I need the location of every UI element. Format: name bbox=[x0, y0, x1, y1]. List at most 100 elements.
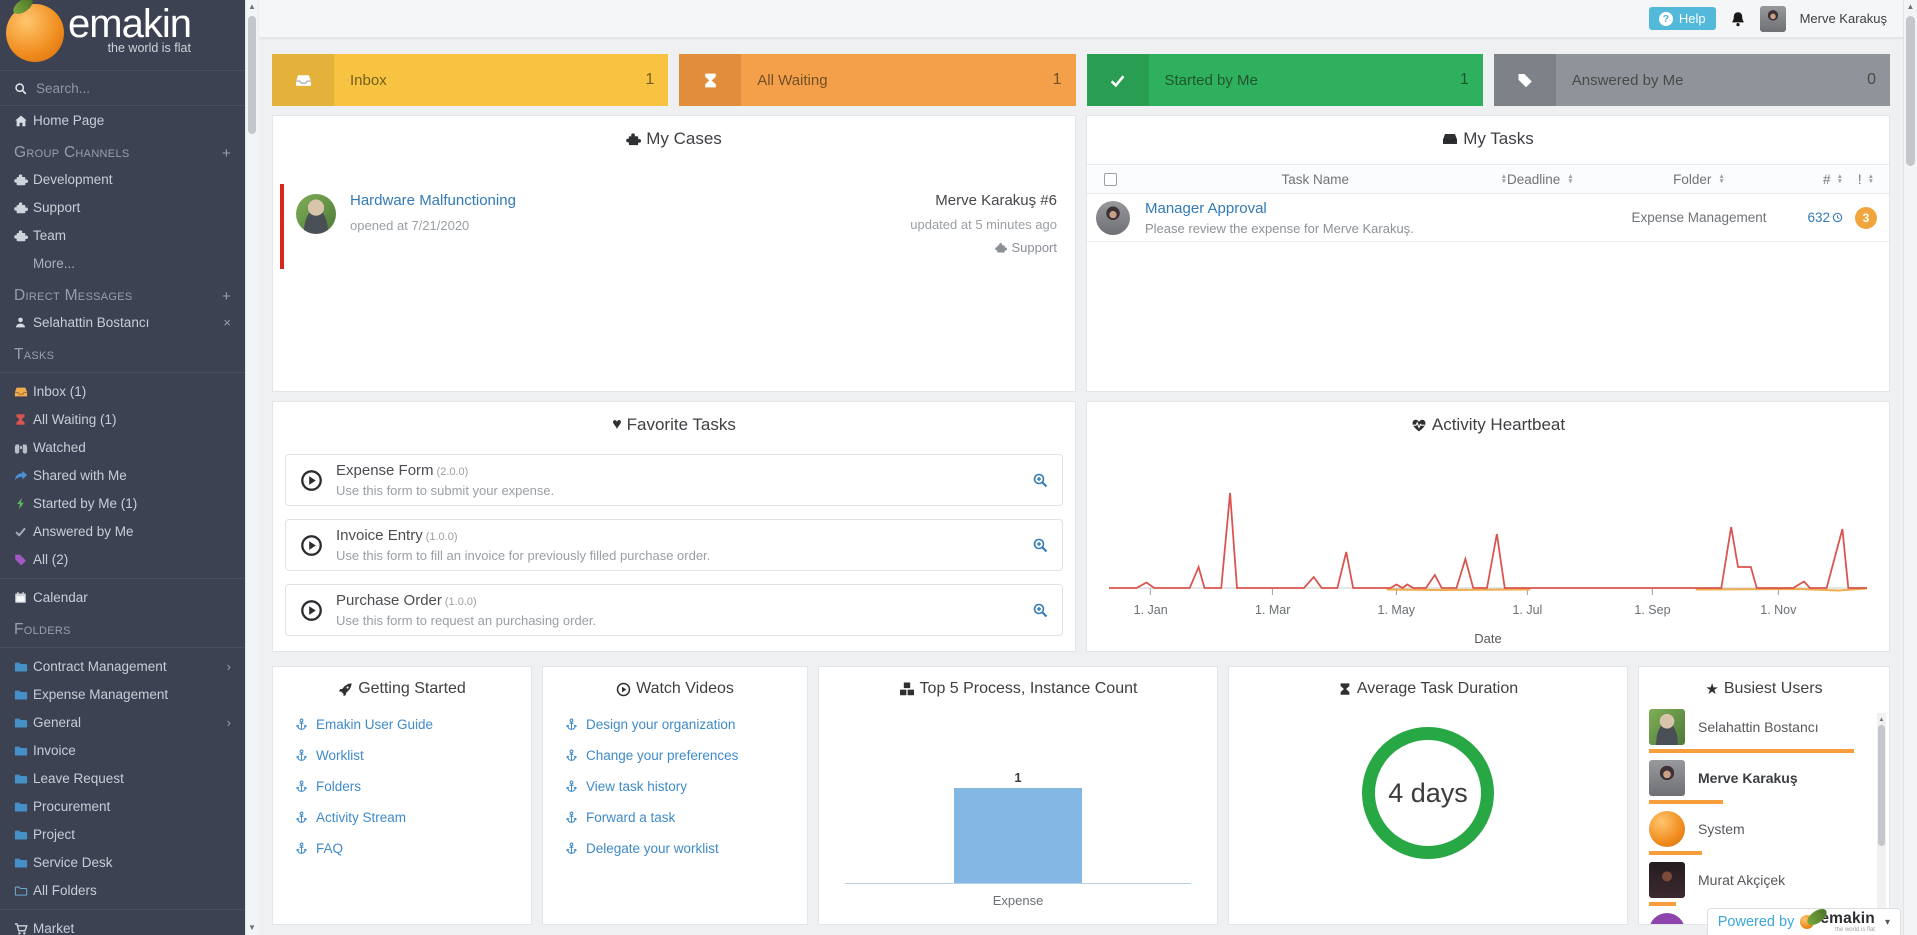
page-scrollbar[interactable]: ▲ bbox=[1903, 0, 1917, 935]
scroll-up-icon[interactable]: ▲ bbox=[1878, 717, 1885, 723]
help-button[interactable]: ? Help bbox=[1648, 7, 1716, 30]
search-input[interactable] bbox=[36, 80, 216, 96]
case-item[interactable]: Hardware Malfunctioning opened at 7/21/2… bbox=[280, 184, 1067, 269]
powered-by-badge[interactable]: Powered by emakin the world is flat ▾ bbox=[1706, 908, 1901, 935]
task-row[interactable]: Manager Approval Please review the expen… bbox=[1087, 194, 1889, 242]
sidebar-folder-contract-management[interactable]: Contract Management › bbox=[0, 653, 245, 680]
hourglass-icon bbox=[14, 413, 33, 426]
sidebar-item-development[interactable]: Development bbox=[0, 166, 245, 193]
user-avatar[interactable] bbox=[1759, 5, 1786, 32]
bar-category-label: Expense bbox=[992, 893, 1044, 908]
scroll-down-icon[interactable]: ▼ bbox=[248, 923, 256, 932]
sidebar-scrollbar-thumb[interactable] bbox=[248, 16, 256, 134]
close-icon[interactable]: × bbox=[223, 315, 231, 330]
link-view-task-history[interactable]: View task history bbox=[565, 779, 807, 794]
sidebar-folder-leave-request[interactable]: Leave Request bbox=[0, 765, 245, 792]
busiest-user-selahattin[interactable]: Selahattin Bostancı bbox=[1649, 709, 1863, 753]
sidebar-item-all[interactable]: All (2) bbox=[0, 546, 245, 573]
busiest-user-murat[interactable]: Murat Akçiçek bbox=[1649, 862, 1863, 906]
column-folder[interactable]: Folder bbox=[1673, 171, 1712, 187]
stat-card-answered-by-me[interactable]: Answered by Me 0 bbox=[1493, 54, 1890, 106]
folder-icon bbox=[14, 744, 33, 758]
link-design-your-organization[interactable]: Design your organization bbox=[565, 717, 807, 732]
folder-icon bbox=[14, 688, 33, 702]
sidebar-item-market[interactable]: Market bbox=[0, 915, 245, 935]
activity-heartbeat-panel: Activity Heartbeat 1. Jan 1. Mar 1. May … bbox=[1086, 401, 1890, 652]
link-emakin-user-guide[interactable]: Emakin User Guide bbox=[295, 717, 531, 732]
column-deadline[interactable]: Deadline bbox=[1507, 171, 1561, 187]
busiest-user-merve[interactable]: Merve Karakuş bbox=[1649, 760, 1863, 804]
sidebar-item-team[interactable]: Team bbox=[0, 222, 245, 249]
user-name[interactable]: Merve Karakuş bbox=[1799, 11, 1887, 26]
sort-icon[interactable]: ▲ ▼ bbox=[1836, 173, 1843, 185]
stat-card-inbox[interactable]: Inbox 1 bbox=[272, 54, 669, 106]
sort-icon[interactable]: ▲ ▼ bbox=[1567, 173, 1574, 185]
chevron-right-icon[interactable]: › bbox=[226, 659, 231, 674]
zoom-in-icon[interactable] bbox=[1032, 537, 1048, 553]
caret-down-icon[interactable]: ▾ bbox=[1884, 916, 1890, 928]
sidebar-folder-general[interactable]: General › bbox=[0, 709, 245, 736]
sidebar-item-home[interactable]: Home Page bbox=[0, 107, 245, 134]
stat-card-all-waiting[interactable]: All Waiting 1 bbox=[679, 54, 1076, 106]
busiest-user-system[interactable]: System bbox=[1649, 811, 1863, 855]
panel-scrollbar-thumb[interactable] bbox=[1878, 725, 1885, 846]
tag-icon bbox=[1493, 54, 1556, 106]
zoom-in-icon[interactable] bbox=[1032, 472, 1048, 488]
favorite-task-expense-form[interactable]: Expense Form (2.0.0) Use this form to sub… bbox=[285, 454, 1063, 506]
column-priority[interactable]: ! bbox=[1857, 171, 1862, 187]
link-activity-stream[interactable]: Activity Stream bbox=[295, 810, 531, 825]
favorite-task-invoice-entry[interactable]: Invoice Entry (1.0.0) Use this form to fi… bbox=[285, 519, 1063, 571]
column-task-name[interactable]: Task Name bbox=[1281, 171, 1350, 187]
add-direct-message-button[interactable]: + bbox=[221, 287, 231, 305]
sort-icon[interactable]: ▲ ▼ bbox=[1867, 173, 1875, 185]
favorite-task-purchase-order[interactable]: Purchase Order (1.0.0) Use this form to r… bbox=[285, 584, 1063, 636]
sidebar-item-selahattin[interactable]: Selahattin Bostancı × bbox=[0, 309, 245, 336]
heartbeat-icon bbox=[1411, 417, 1427, 433]
column-number[interactable]: # bbox=[1823, 171, 1831, 187]
sidebar-folder-project[interactable]: Project bbox=[0, 821, 245, 848]
link-forward-a-task[interactable]: Forward a task bbox=[565, 810, 807, 825]
link-delegate-your-worklist[interactable]: Delegate your worklist bbox=[565, 841, 807, 856]
panel-scrollbar[interactable]: ▲ bbox=[1877, 713, 1886, 921]
sidebar-item-watched[interactable]: Watched bbox=[0, 434, 245, 461]
app-logo[interactable]: emakin the world is flat bbox=[0, 0, 245, 70]
sidebar-folder-all-folders[interactable]: All Folders bbox=[0, 877, 245, 904]
sidebar-item-support[interactable]: Support bbox=[0, 194, 245, 221]
page-scrollbar-thumb[interactable] bbox=[1906, 16, 1915, 166]
puzzle-icon bbox=[14, 201, 33, 215]
sidebar-item-all-waiting[interactable]: All Waiting (1) bbox=[0, 406, 245, 433]
folder-icon bbox=[14, 716, 33, 730]
sidebar-folder-procurement[interactable]: Procurement bbox=[0, 793, 245, 820]
sidebar-item-shared-with-me[interactable]: Shared with Me bbox=[0, 462, 245, 489]
task-number-link[interactable]: 632 bbox=[1807, 210, 1843, 225]
sidebar-item-more-channels[interactable]: More... bbox=[33, 256, 76, 271]
sidebar-search bbox=[0, 70, 245, 106]
link-change-your-preferences[interactable]: Change your preferences bbox=[565, 748, 807, 763]
link-folders[interactable]: Folders bbox=[295, 779, 531, 794]
sidebar-scrollbar[interactable]: ▲ ▼ bbox=[245, 0, 258, 935]
case-link[interactable]: Hardware Malfunctioning bbox=[350, 192, 516, 209]
sidebar-item-answered-by-me[interactable]: Answered by Me bbox=[0, 518, 245, 545]
link-worklist[interactable]: Worklist bbox=[295, 748, 531, 763]
stat-card-started-by-me[interactable]: Started by Me 1 bbox=[1086, 54, 1483, 106]
select-all-checkbox[interactable] bbox=[1103, 172, 1117, 186]
scroll-up-icon[interactable]: ▲ bbox=[1906, 2, 1915, 11]
add-channel-button[interactable]: + bbox=[221, 144, 231, 162]
sort-icon[interactable]: ▲ ▼ bbox=[1718, 173, 1725, 185]
busiest-users-panel: ★ Busiest Users Selahattin Bostancı Merv… bbox=[1638, 666, 1890, 925]
sidebar-folder-invoice[interactable]: Invoice bbox=[0, 737, 245, 764]
link-faq[interactable]: FAQ bbox=[295, 841, 531, 856]
sidebar-folder-expense-management[interactable]: Expense Management bbox=[0, 681, 245, 708]
panel-title: My Cases bbox=[273, 116, 1075, 158]
scroll-up-icon[interactable]: ▲ bbox=[248, 2, 256, 11]
chevron-right-icon[interactable]: › bbox=[226, 715, 231, 730]
case-owner: Merve Karakuş #6 bbox=[935, 192, 1057, 209]
notifications-bell-icon[interactable] bbox=[1730, 11, 1746, 27]
zoom-in-icon[interactable] bbox=[1032, 602, 1048, 618]
sidebar-item-inbox[interactable]: Inbox (1) bbox=[0, 378, 245, 405]
sort-icon[interactable]: ▲ ▼ bbox=[1500, 173, 1507, 185]
sidebar-item-calendar[interactable]: Calendar bbox=[0, 584, 245, 611]
task-link[interactable]: Manager Approval bbox=[1145, 199, 1267, 217]
sidebar-folder-service-desk[interactable]: Service Desk bbox=[0, 849, 245, 876]
sidebar-item-started-by-me[interactable]: Started by Me (1) bbox=[0, 490, 245, 517]
